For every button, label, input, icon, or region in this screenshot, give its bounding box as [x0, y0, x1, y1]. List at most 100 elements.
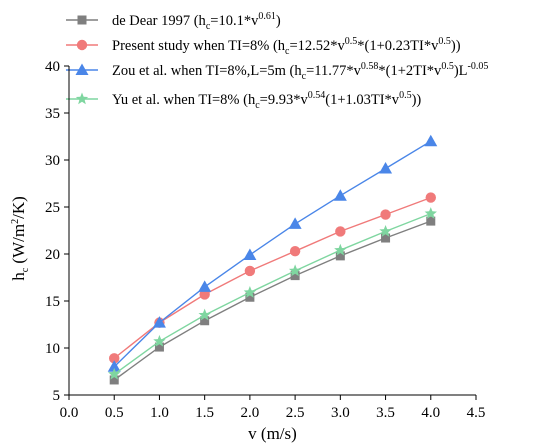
series	[109, 192, 436, 364]
legend-item: Present study when TI=8% (hc=12.52*v0.5*…	[66, 36, 461, 57]
y-ticks: 5 10 15 20 25 30 35 40	[45, 59, 69, 404]
legend-marker	[76, 39, 88, 51]
y-tick-label: 40	[45, 59, 60, 75]
series	[109, 216, 436, 385]
data-point	[200, 316, 210, 326]
text-run: de Dear 1997 (h	[112, 13, 207, 29]
superscript: 0.58	[361, 61, 379, 72]
data-point	[153, 334, 166, 347]
data-point	[198, 280, 212, 292]
data-point	[335, 251, 345, 261]
series	[107, 134, 438, 372]
x-tick-label: 0.0	[60, 405, 79, 421]
text-run: =9.93*v	[260, 92, 309, 108]
series-line	[113, 196, 432, 359]
data-point	[107, 360, 121, 372]
y-tick-label: 35	[45, 106, 60, 122]
y-tick-label: 30	[45, 153, 60, 169]
y-tick-label: 25	[45, 200, 60, 216]
legend-label: Present study when TI=8% (hc=12.52*v0.5*…	[112, 36, 461, 57]
legend-item: Yu et al. when TI=8% (hc=9.93*v0.54(1+1.…	[66, 90, 421, 111]
data-point	[380, 209, 391, 220]
legend-marker	[75, 92, 89, 105]
y-tick-label: 15	[45, 294, 60, 310]
x-tick-label: 2.5	[286, 405, 305, 421]
data-point	[288, 264, 302, 277]
legend-label: Yu et al. when TI=8% (hc=9.93*v0.54(1+1.…	[112, 90, 421, 111]
superscript: 0.61	[258, 11, 276, 22]
x-tick-label: 3.5	[376, 405, 395, 421]
superscript: -0.05	[468, 61, 489, 72]
data-point	[426, 216, 436, 226]
superscript: 2	[10, 219, 21, 224]
text-run: =12.52*v	[289, 38, 345, 54]
superscript: 0.5	[345, 36, 358, 47]
data-point	[288, 217, 302, 229]
text-run: )L	[454, 63, 468, 79]
data-point	[424, 207, 437, 219]
data-point	[335, 226, 346, 237]
text-run: /K)	[9, 196, 28, 219]
text-run: h	[9, 272, 28, 281]
legend-marker	[77, 15, 87, 25]
data-point	[108, 367, 121, 380]
superscript: 0.5	[438, 36, 451, 47]
data-point	[379, 161, 393, 174]
data-point	[152, 316, 166, 328]
legend-label: de Dear 1997 (hc=10.1*v0.61)	[112, 11, 281, 32]
legend-marker	[75, 63, 89, 75]
text-run: *(1+0.23TI*v	[357, 38, 439, 54]
data-point	[425, 192, 436, 203]
text-run: Present study when TI=8% (h	[112, 38, 286, 54]
series	[108, 207, 437, 380]
x-tick-label: 4.5	[467, 405, 486, 421]
x-tick-label: 1.5	[195, 405, 214, 421]
text-run: (W/m	[9, 224, 28, 268]
data-point	[379, 224, 392, 237]
superscript: 0.5	[399, 90, 412, 101]
y-tick-label: 10	[45, 341, 60, 357]
series-line	[113, 220, 432, 381]
axes: 0.0 0.5 1.0 1.5 2.0 2.5 3.0 3.5 4.0 4.5 510152025…	[9, 59, 485, 443]
data-point	[289, 245, 301, 257]
series-line	[113, 212, 432, 375]
y-tick-label: 5	[53, 388, 61, 404]
text-run: ))	[451, 38, 461, 54]
legend: de Dear 1997 (hc=10.1*v0.61)Present stud…	[66, 11, 488, 111]
x-axis-label: v (m/s)	[248, 424, 297, 443]
data-point	[334, 243, 347, 256]
series-line	[113, 140, 432, 368]
text-run: =10.1*v	[210, 13, 259, 29]
data-point	[154, 342, 164, 352]
data-point	[424, 134, 438, 147]
text-run: ))	[412, 92, 422, 108]
text-run: )	[276, 13, 281, 29]
superscript: 0.5	[441, 61, 454, 72]
data-point	[109, 375, 119, 385]
data-point	[243, 286, 257, 298]
text-run: Zou et al. when TI=8%,L=5m (h	[112, 63, 302, 79]
x-tick-label: 4.0	[421, 405, 440, 421]
data-point	[198, 308, 211, 321]
x-tick-label: 0.5	[105, 405, 124, 421]
subscript: c	[20, 267, 31, 272]
plot-area	[107, 134, 438, 385]
x-tick-label: 1.0	[150, 405, 169, 421]
text-run: =11.77*v	[306, 63, 362, 79]
y-tick-label: 20	[45, 247, 60, 263]
x-tick-label: 3.0	[331, 405, 350, 421]
superscript: 0.54	[308, 90, 326, 101]
data-point	[243, 248, 257, 260]
data-point	[245, 292, 255, 302]
data-point	[381, 233, 391, 243]
text-run: Yu et al. when TI=8% (h	[112, 92, 256, 108]
x-tick-label: 2.0	[241, 405, 260, 421]
text-run: *(1+2TI*v	[378, 63, 442, 79]
subscript: c	[285, 46, 290, 57]
subscript: c	[206, 21, 211, 32]
data-point	[244, 265, 256, 277]
data-point	[109, 353, 120, 364]
x-ticks: 0.0 0.5 1.0 1.5 2.0 2.5 3.0 3.5 4.0 4.5	[60, 395, 486, 421]
subscript: c	[302, 71, 307, 82]
